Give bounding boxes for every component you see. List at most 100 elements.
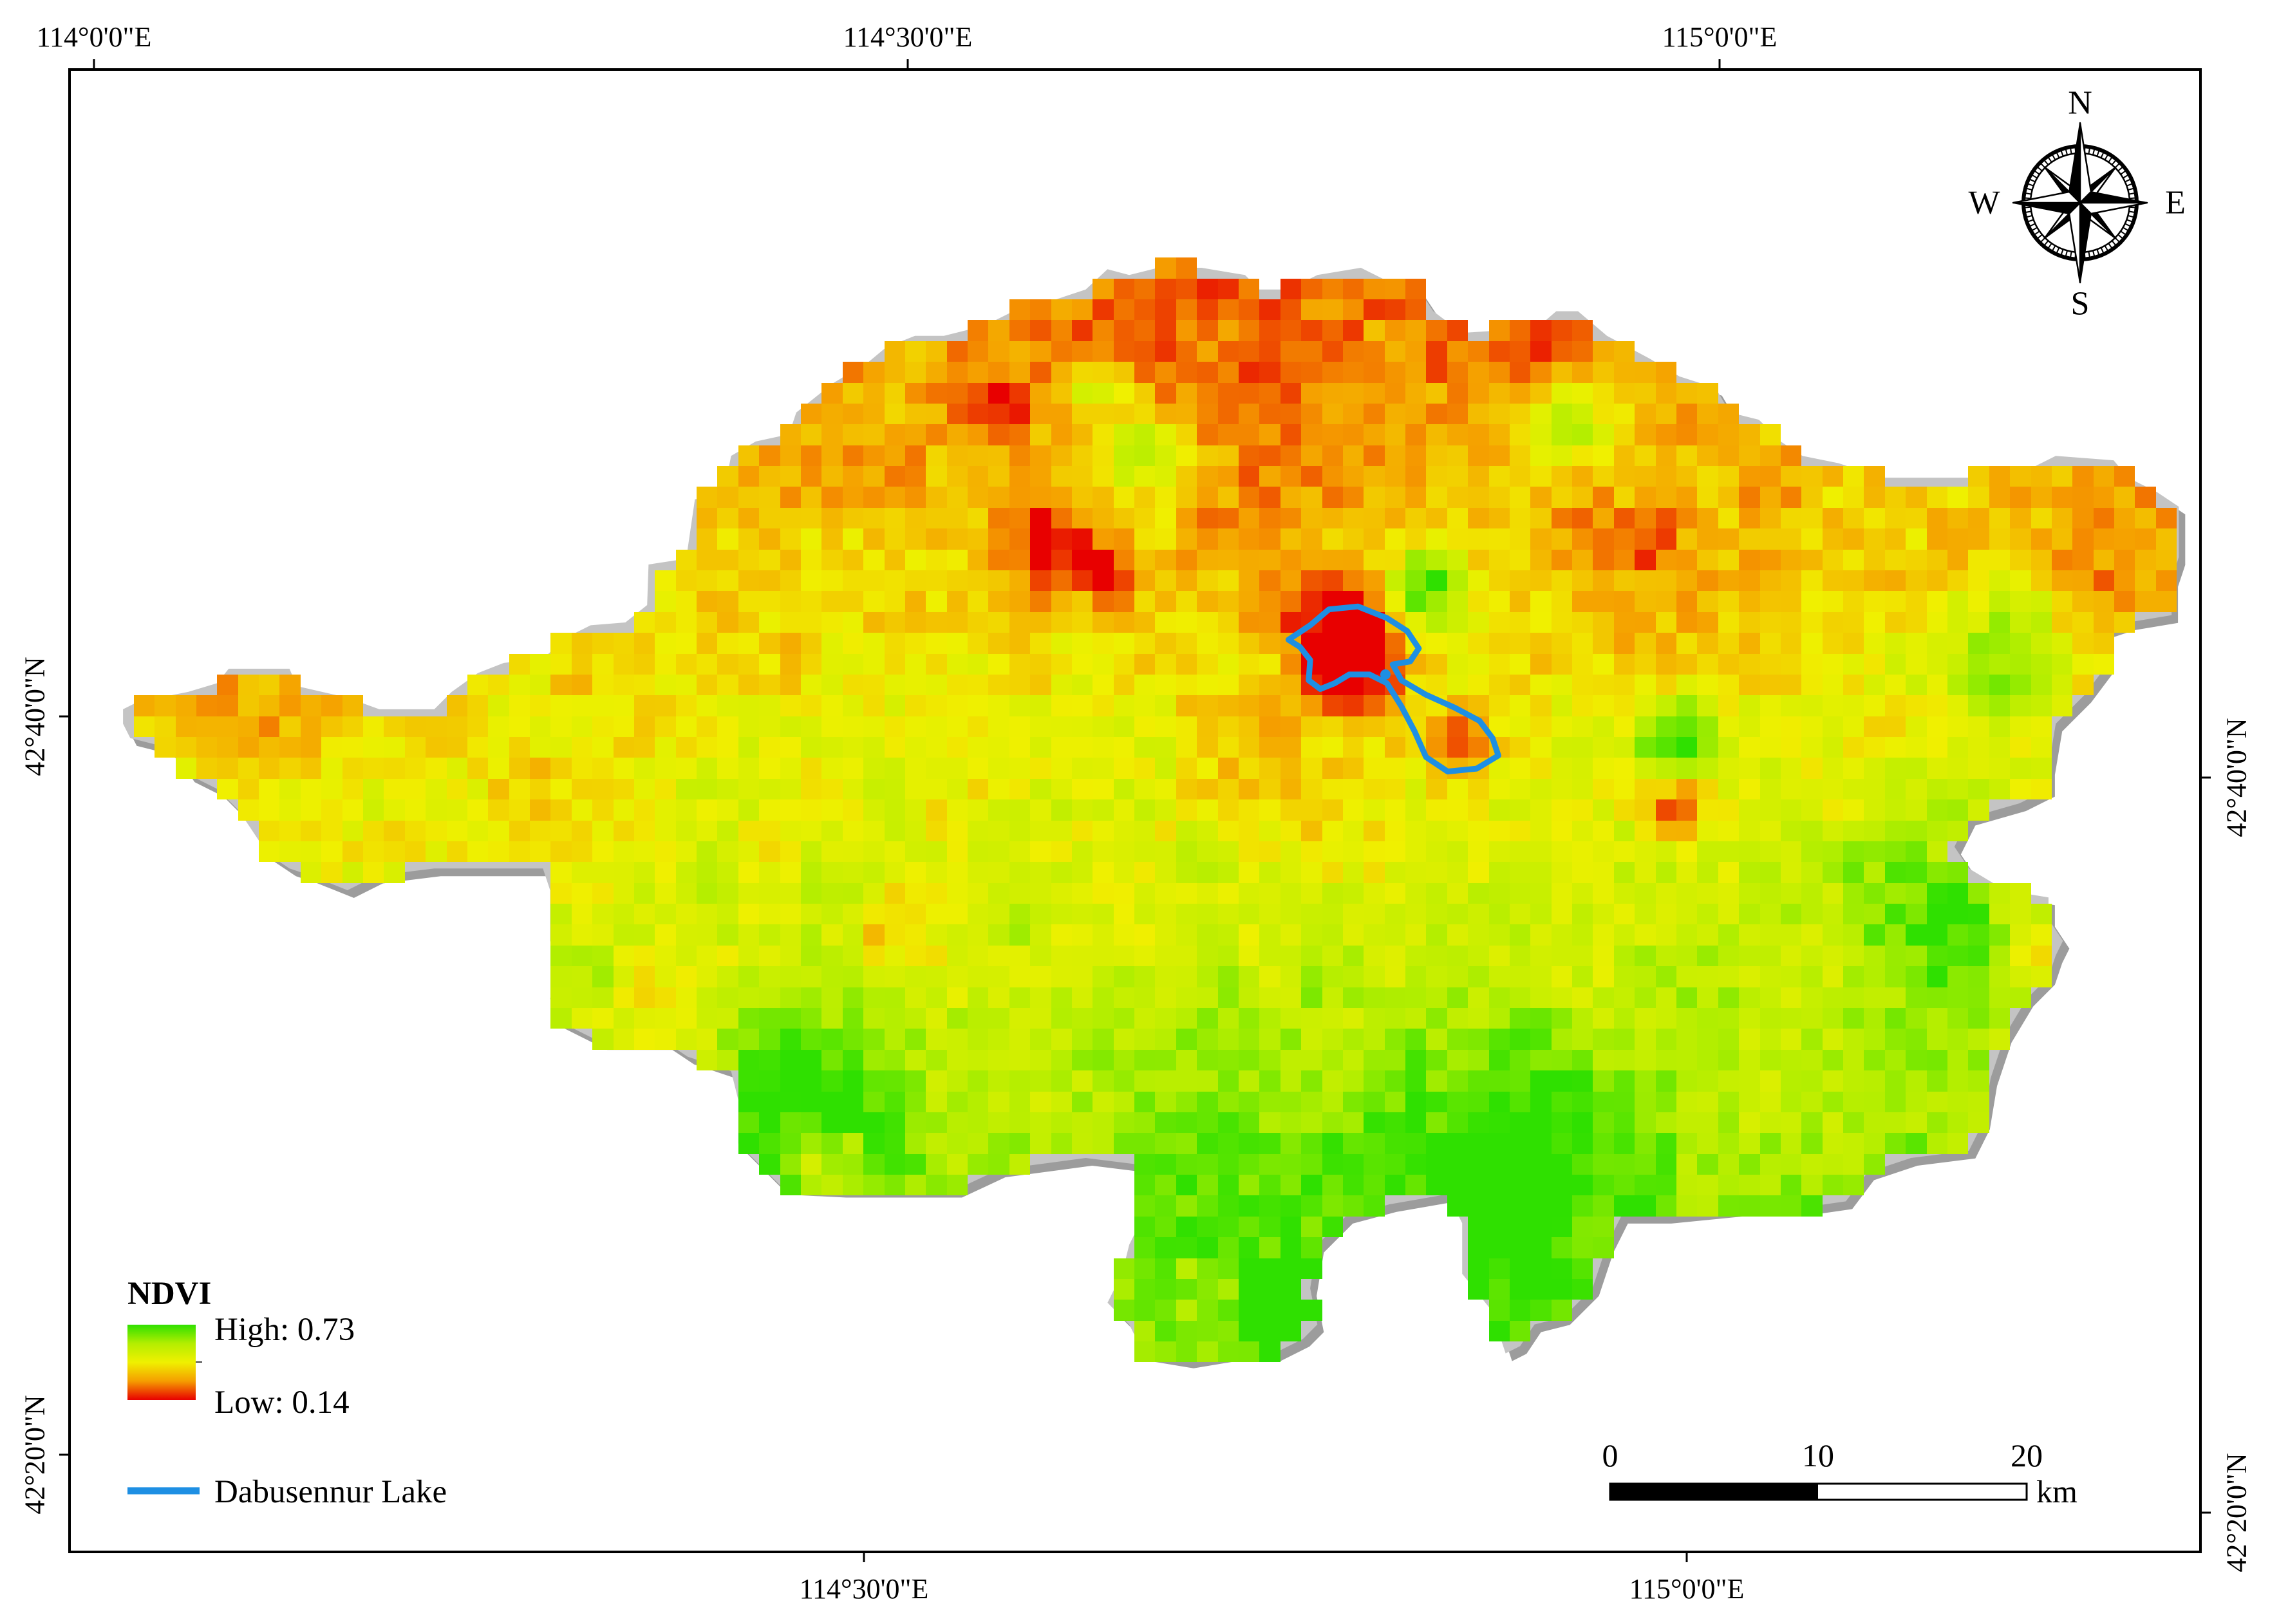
ndvi-raster-cell bbox=[592, 737, 614, 758]
ndvi-raster-cell bbox=[1989, 487, 2010, 508]
ndvi-raster-cell bbox=[1530, 675, 1552, 695]
ndvi-raster-cell bbox=[1718, 779, 1739, 799]
ndvi-raster-cell bbox=[1510, 1070, 1530, 1092]
ndvi-raster-cell bbox=[1322, 758, 1343, 779]
ndvi-raster-cell bbox=[1635, 528, 1656, 550]
ndvi-raster-cell bbox=[1259, 570, 1280, 591]
ndvi-raster-cell bbox=[843, 1154, 863, 1175]
ndvi-raster-cell bbox=[1781, 570, 1801, 591]
ndvi-raster-cell bbox=[1301, 424, 1322, 445]
ndvi-raster-cell bbox=[1801, 1175, 1823, 1195]
ndvi-raster-cell bbox=[863, 1070, 885, 1092]
ndvi-raster-cell bbox=[1823, 466, 1843, 487]
ndvi-raster-cell bbox=[738, 591, 759, 612]
ndvi-raster-cell bbox=[1030, 528, 1051, 550]
ndvi-raster-cell bbox=[780, 862, 801, 883]
ndvi-raster-cell bbox=[1405, 279, 1426, 299]
ndvi-raster-cell bbox=[1614, 508, 1635, 528]
ndvi-raster-cell bbox=[697, 487, 717, 508]
ndvi-raster-cell bbox=[1197, 612, 1218, 633]
ndvi-raster-cell bbox=[1385, 821, 1405, 841]
ndvi-raster-cell bbox=[176, 758, 196, 779]
ndvi-raster-cell bbox=[1447, 466, 1468, 487]
legend-low-label: Low: 0.14 bbox=[214, 1385, 350, 1421]
ndvi-raster-cell bbox=[1676, 862, 1697, 883]
ndvi-raster-cell bbox=[592, 904, 614, 924]
ndvi-raster-cell bbox=[1676, 799, 1697, 821]
compass-ring-tick bbox=[2055, 247, 2060, 255]
ndvi-raster-cell bbox=[1030, 695, 1051, 716]
ndvi-raster-cell bbox=[988, 1133, 1009, 1154]
ndvi-raster-cell bbox=[1009, 904, 1030, 924]
ndvi-raster-cell bbox=[1823, 716, 1843, 737]
ndvi-raster-cell bbox=[2072, 633, 2094, 654]
ndvi-raster-cell bbox=[1593, 987, 1614, 1008]
ndvi-raster-cell bbox=[1259, 320, 1280, 341]
ndvi-raster-cell bbox=[634, 862, 655, 883]
ndvi-raster-cell bbox=[1697, 737, 1718, 758]
ndvi-raster-cell bbox=[676, 612, 697, 633]
ndvi-raster-cell bbox=[1155, 779, 1176, 799]
compass-ring-tick bbox=[2059, 149, 2064, 156]
ndvi-raster-cell bbox=[1739, 466, 1760, 487]
ndvi-raster-cell bbox=[1239, 1092, 1259, 1112]
ndvi-raster-cell bbox=[1906, 1050, 1927, 1070]
ndvi-raster-cell bbox=[1468, 591, 1489, 612]
ndvi-raster-cell bbox=[947, 1008, 968, 1029]
ndvi-raster-cell bbox=[1239, 737, 1259, 758]
ndvi-raster-cell bbox=[572, 695, 592, 716]
ndvi-raster-cell bbox=[1989, 570, 2010, 591]
ndvi-raster-cell bbox=[1489, 508, 1510, 528]
ndvi-raster-cell bbox=[1530, 1154, 1552, 1175]
compass-north-label: N bbox=[2068, 85, 2092, 122]
ndvi-raster-cell bbox=[843, 695, 863, 716]
ndvi-raster-cell bbox=[1385, 799, 1405, 821]
ndvi-raster-cell bbox=[1968, 591, 1989, 612]
compass-ring-tick bbox=[2126, 219, 2134, 223]
ndvi-raster-cell bbox=[1322, 821, 1343, 841]
ndvi-raster-cell bbox=[821, 1050, 843, 1070]
ndvi-raster-cell bbox=[1572, 821, 1593, 841]
ndvi-raster-cell bbox=[988, 591, 1009, 612]
ndvi-raster-cell bbox=[1635, 1092, 1656, 1112]
ndvi-raster-cell bbox=[301, 695, 321, 716]
ndvi-raster-cell bbox=[1009, 362, 1030, 383]
ndvi-raster-cell bbox=[1259, 466, 1280, 487]
ndvi-raster-cell bbox=[1051, 883, 1072, 904]
ndvi-raster-cell bbox=[1864, 633, 1885, 654]
ndvi-raster-cell bbox=[1447, 633, 1468, 654]
ndvi-raster-cell bbox=[947, 508, 968, 528]
ndvi-raster-cell bbox=[1593, 508, 1614, 528]
ndvi-raster-cell bbox=[926, 528, 947, 550]
ndvi-raster-cell bbox=[759, 487, 780, 508]
ndvi-raster-cell bbox=[1510, 821, 1530, 841]
ndvi-raster-cell bbox=[905, 799, 926, 821]
ndvi-raster-cell bbox=[780, 799, 801, 821]
ndvi-raster-cell bbox=[1426, 445, 1447, 466]
ndvi-raster-cell bbox=[1426, 383, 1447, 404]
ndvi-raster-cell bbox=[342, 758, 363, 779]
ndvi-raster-cell bbox=[426, 821, 447, 841]
ndvi-raster-cell bbox=[1989, 946, 2010, 966]
ndvi-raster-cell bbox=[1030, 320, 1051, 341]
ndvi-raster-cell bbox=[1176, 279, 1197, 299]
ndvi-raster-cell bbox=[1405, 362, 1426, 383]
ndvi-raster-cell bbox=[572, 821, 592, 841]
ndvi-raster-cell bbox=[1280, 1279, 1301, 1300]
ndvi-raster-cell bbox=[1697, 1154, 1718, 1175]
ndvi-raster-cell bbox=[1259, 1321, 1280, 1341]
ndvi-raster-cell bbox=[238, 737, 259, 758]
ndvi-raster-cell bbox=[1155, 1008, 1176, 1029]
ndvi-raster-cell bbox=[655, 966, 676, 987]
ndvi-raster-cell bbox=[1823, 966, 1843, 987]
ndvi-raster-cell bbox=[2010, 591, 2031, 612]
ndvi-raster-cell bbox=[1343, 383, 1364, 404]
ndvi-raster-cell bbox=[1989, 466, 2010, 487]
ndvi-raster-cell bbox=[1447, 570, 1468, 591]
ndvi-raster-cell bbox=[885, 528, 905, 550]
ndvi-raster-cell bbox=[1134, 528, 1155, 550]
ndvi-raster-cell bbox=[279, 821, 301, 841]
ndvi-raster-cell bbox=[1280, 1050, 1301, 1070]
ndvi-raster-cell bbox=[1301, 695, 1322, 716]
ndvi-raster-cell bbox=[821, 821, 843, 841]
